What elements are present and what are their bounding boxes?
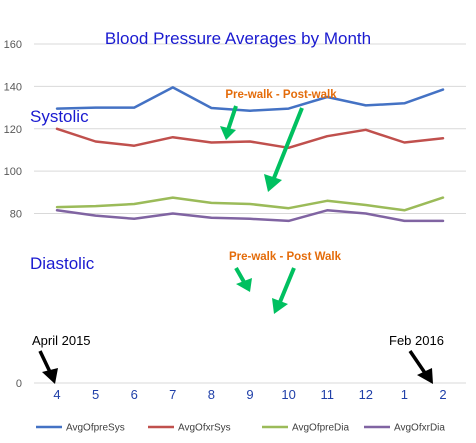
x-tick-label-10: 10	[281, 387, 295, 402]
series-line-AvgOfpreDia	[55, 196, 445, 212]
end-annotation: Feb 2016	[389, 333, 444, 348]
y-tick-label-140: 140	[4, 81, 22, 93]
gridlines	[34, 43, 466, 384]
diastolic-label: Diastolic	[30, 254, 95, 273]
legend-label-AvgOfxrSys: AvgOfxrSys	[178, 423, 231, 434]
x-tick-label-6: 6	[131, 387, 138, 402]
systolic-label: Systolic	[30, 107, 89, 126]
legend-item-AvgOfpreDia: AvgOfpreDia	[262, 423, 350, 434]
y-tick-label-160: 160	[4, 39, 22, 51]
legend-item-AvgOfxrDia: AvgOfxrDia	[364, 423, 445, 434]
x-tick-label-11: 11	[320, 387, 334, 402]
series-line-AvgOfxrDia	[55, 209, 445, 223]
legend-label-AvgOfpreSys: AvgOfpreSys	[66, 423, 125, 434]
legend-label-AvgOfxrDia: AvgOfxrDia	[394, 423, 445, 434]
y-axis-ticks: 0 80 100 120 140 160	[4, 39, 22, 390]
legend-label-AvgOfpreDia: AvgOfpreDia	[292, 423, 350, 434]
x-tick-label-12: 12	[359, 387, 373, 402]
arrow-systolic-pre	[220, 105, 238, 140]
start-annotation: April 2015	[32, 333, 91, 348]
x-tick-label-7: 7	[169, 387, 176, 402]
y-tick-label-120: 120	[4, 124, 22, 136]
x-axis-ticks: 4 5 6 7 8 9 10 11 12 1 2	[53, 387, 446, 402]
y-tick-label-100: 100	[4, 166, 22, 178]
y-tick-label-0: 0	[16, 378, 22, 390]
x-tick-label-8: 8	[208, 387, 215, 402]
chart-title: Blood Pressure Averages by Month	[105, 29, 371, 48]
x-tick-label-5: 5	[92, 387, 99, 402]
systolic-annotation: Pre-walk - Post-walk	[225, 89, 337, 101]
series-line-AvgOfpreSys	[55, 86, 445, 112]
arrow-start	[38, 350, 58, 384]
x-tick-label-2: 2	[439, 387, 446, 402]
x-tick-label-9: 9	[246, 387, 253, 402]
series-line-AvgOfxrSys	[55, 127, 445, 150]
arrow-diastolic-post	[272, 267, 296, 314]
x-tick-label-1: 1	[401, 387, 408, 402]
arrow-end	[408, 350, 433, 384]
legend: AvgOfpreSys AvgOfxrSys AvgOfpreDia AvgOfxrD…	[36, 423, 445, 434]
legend-item-AvgOfxrSys: AvgOfxrSys	[148, 423, 231, 434]
series-lines	[55, 86, 445, 223]
arrow-diastolic-pre	[234, 267, 252, 292]
y-tick-label-80: 80	[10, 209, 22, 221]
legend-item-AvgOfpreSys: AvgOfpreSys	[36, 423, 125, 434]
diastolic-annotation: Pre-walk - Post Walk	[229, 251, 342, 263]
x-tick-label-4: 4	[53, 387, 60, 402]
arrow-systolic-post	[264, 107, 304, 192]
